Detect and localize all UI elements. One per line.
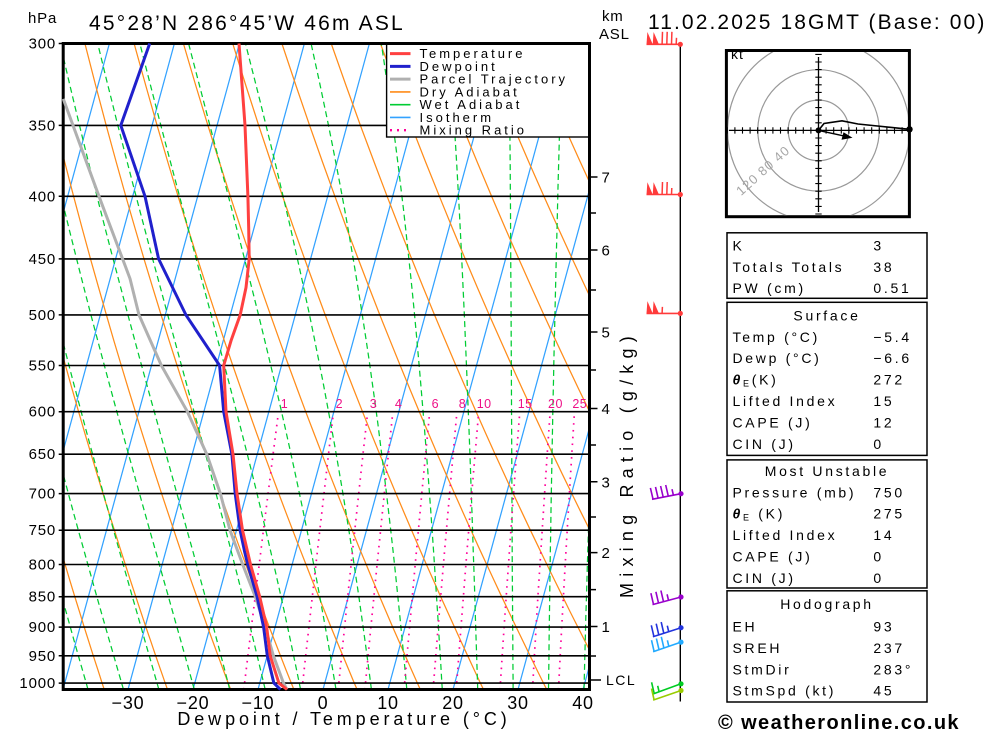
svg-text:CAPE (J): CAPE (J) <box>733 549 813 565</box>
svg-text:850: 850 <box>29 589 56 606</box>
svg-text:30: 30 <box>507 693 529 713</box>
svg-text:500: 500 <box>29 307 56 324</box>
svg-text:3: 3 <box>370 397 377 411</box>
svg-text:450: 450 <box>29 251 56 268</box>
svg-text:40: 40 <box>572 693 594 713</box>
svg-text:Parcel Trajectory: Parcel Trajectory <box>420 72 569 87</box>
svg-text:283°: 283° <box>873 661 913 677</box>
svg-text:7: 7 <box>602 170 610 187</box>
svg-text:0.51: 0.51 <box>873 280 911 296</box>
svg-text:0: 0 <box>873 570 884 586</box>
svg-text:8: 8 <box>459 397 466 411</box>
svg-text:3: 3 <box>873 237 884 253</box>
svg-text:CIN (J): CIN (J) <box>733 570 796 586</box>
svg-text:800: 800 <box>29 557 56 574</box>
svg-text:0: 0 <box>873 436 884 452</box>
svg-text:−10: −10 <box>242 693 275 713</box>
svg-text:700: 700 <box>29 486 56 503</box>
svg-text:237: 237 <box>873 640 904 656</box>
svg-text:1: 1 <box>281 397 288 411</box>
svg-text:10: 10 <box>377 693 399 713</box>
svg-text:10: 10 <box>477 397 492 411</box>
svg-text:Isotherm: Isotherm <box>420 110 495 125</box>
svg-text:272: 272 <box>873 372 904 388</box>
svg-text:StmSpd (kt): StmSpd (kt) <box>733 683 837 699</box>
svg-text:Pressure (mb): Pressure (mb) <box>733 484 857 500</box>
svg-text:Totals Totals: Totals Totals <box>733 259 845 275</box>
svg-text:−6.6: −6.6 <box>873 350 911 366</box>
svg-text:Lifted Index: Lifted Index <box>733 527 838 543</box>
svg-text:Dewp (°C): Dewp (°C) <box>733 350 822 366</box>
svg-text:300: 300 <box>29 36 56 53</box>
svg-text:Mixing Ratio (g/kg): Mixing Ratio (g/kg) <box>617 330 637 598</box>
svg-text:1000: 1000 <box>19 675 56 692</box>
svg-text:550: 550 <box>29 358 56 375</box>
svg-text:38: 38 <box>873 259 894 275</box>
svg-text:−5.4: −5.4 <box>873 329 911 345</box>
svg-text:EH: EH <box>733 619 758 635</box>
svg-text:25: 25 <box>572 397 587 411</box>
svg-text:−20: −20 <box>177 693 210 713</box>
svg-text:hPa: hPa <box>28 10 57 27</box>
svg-text:1: 1 <box>602 619 610 636</box>
svg-text:Hodograph: Hodograph <box>780 596 874 612</box>
svg-text:4: 4 <box>602 401 610 418</box>
svg-text:Dewpoint / Temperature (°C): Dewpoint / Temperature (°C) <box>177 709 510 729</box>
svg-text:kt: kt <box>731 46 744 62</box>
svg-text:6: 6 <box>432 397 439 411</box>
svg-text:Most Unstable: Most Unstable <box>765 463 890 479</box>
svg-text:650: 650 <box>29 446 56 463</box>
svg-text:6: 6 <box>602 243 610 260</box>
svg-text:15: 15 <box>518 397 533 411</box>
svg-text:θE (K): θE (K) <box>733 506 786 523</box>
svg-text:Surface: Surface <box>793 307 860 323</box>
svg-text:StmDir: StmDir <box>733 661 792 677</box>
svg-text:900: 900 <box>29 619 56 636</box>
svg-text:0: 0 <box>318 693 329 713</box>
svg-text:93: 93 <box>873 619 894 635</box>
svg-text:−30: −30 <box>112 693 145 713</box>
svg-text:45: 45 <box>873 683 894 699</box>
svg-text:Temperature: Temperature <box>420 46 526 61</box>
svg-text:θE(K): θE(K) <box>733 372 779 389</box>
svg-text:11.02.2025 18GMT (Base: 00): 11.02.2025 18GMT (Base: 00) <box>648 11 986 34</box>
svg-text:20: 20 <box>442 693 464 713</box>
svg-text:2: 2 <box>336 397 343 411</box>
svg-text:950: 950 <box>29 648 56 665</box>
svg-text:LCL: LCL <box>606 672 636 688</box>
svg-text:Dewpoint: Dewpoint <box>420 59 498 74</box>
svg-text:SREH: SREH <box>733 640 783 656</box>
svg-text:350: 350 <box>29 117 56 134</box>
svg-text:3: 3 <box>602 474 610 491</box>
svg-text:750: 750 <box>873 484 904 500</box>
svg-text:K: K <box>733 237 745 253</box>
svg-text:Dry Adiabat: Dry Adiabat <box>420 84 520 99</box>
svg-text:Temp (°C): Temp (°C) <box>733 329 820 345</box>
svg-text:Wet Adiabat: Wet Adiabat <box>420 97 523 112</box>
svg-text:600: 600 <box>29 404 56 421</box>
svg-text:275: 275 <box>873 506 904 522</box>
svg-text:ASL: ASL <box>599 26 630 43</box>
svg-text:15: 15 <box>873 393 894 409</box>
svg-text:CAPE (J): CAPE (J) <box>733 414 813 430</box>
svg-text:CIN (J): CIN (J) <box>733 436 796 452</box>
svg-text:20: 20 <box>548 397 563 411</box>
svg-text:© weatheronline.co.uk: © weatheronline.co.uk <box>718 712 960 733</box>
svg-text:Mixing Ratio: Mixing Ratio <box>420 123 528 138</box>
svg-text:PW (cm): PW (cm) <box>733 280 806 296</box>
svg-text:12: 12 <box>873 414 894 430</box>
svg-text:14: 14 <box>873 527 894 543</box>
svg-text:4: 4 <box>395 397 402 411</box>
svg-text:km: km <box>602 8 624 25</box>
svg-text:Lifted Index: Lifted Index <box>733 393 838 409</box>
svg-text:45°28’N 286°45’W 46m ASL: 45°28’N 286°45’W 46m ASL <box>89 12 405 35</box>
svg-text:5: 5 <box>602 325 610 342</box>
svg-text:0: 0 <box>873 549 884 565</box>
svg-text:750: 750 <box>29 522 56 539</box>
svg-text:400: 400 <box>29 188 56 205</box>
svg-text:2: 2 <box>602 545 610 562</box>
